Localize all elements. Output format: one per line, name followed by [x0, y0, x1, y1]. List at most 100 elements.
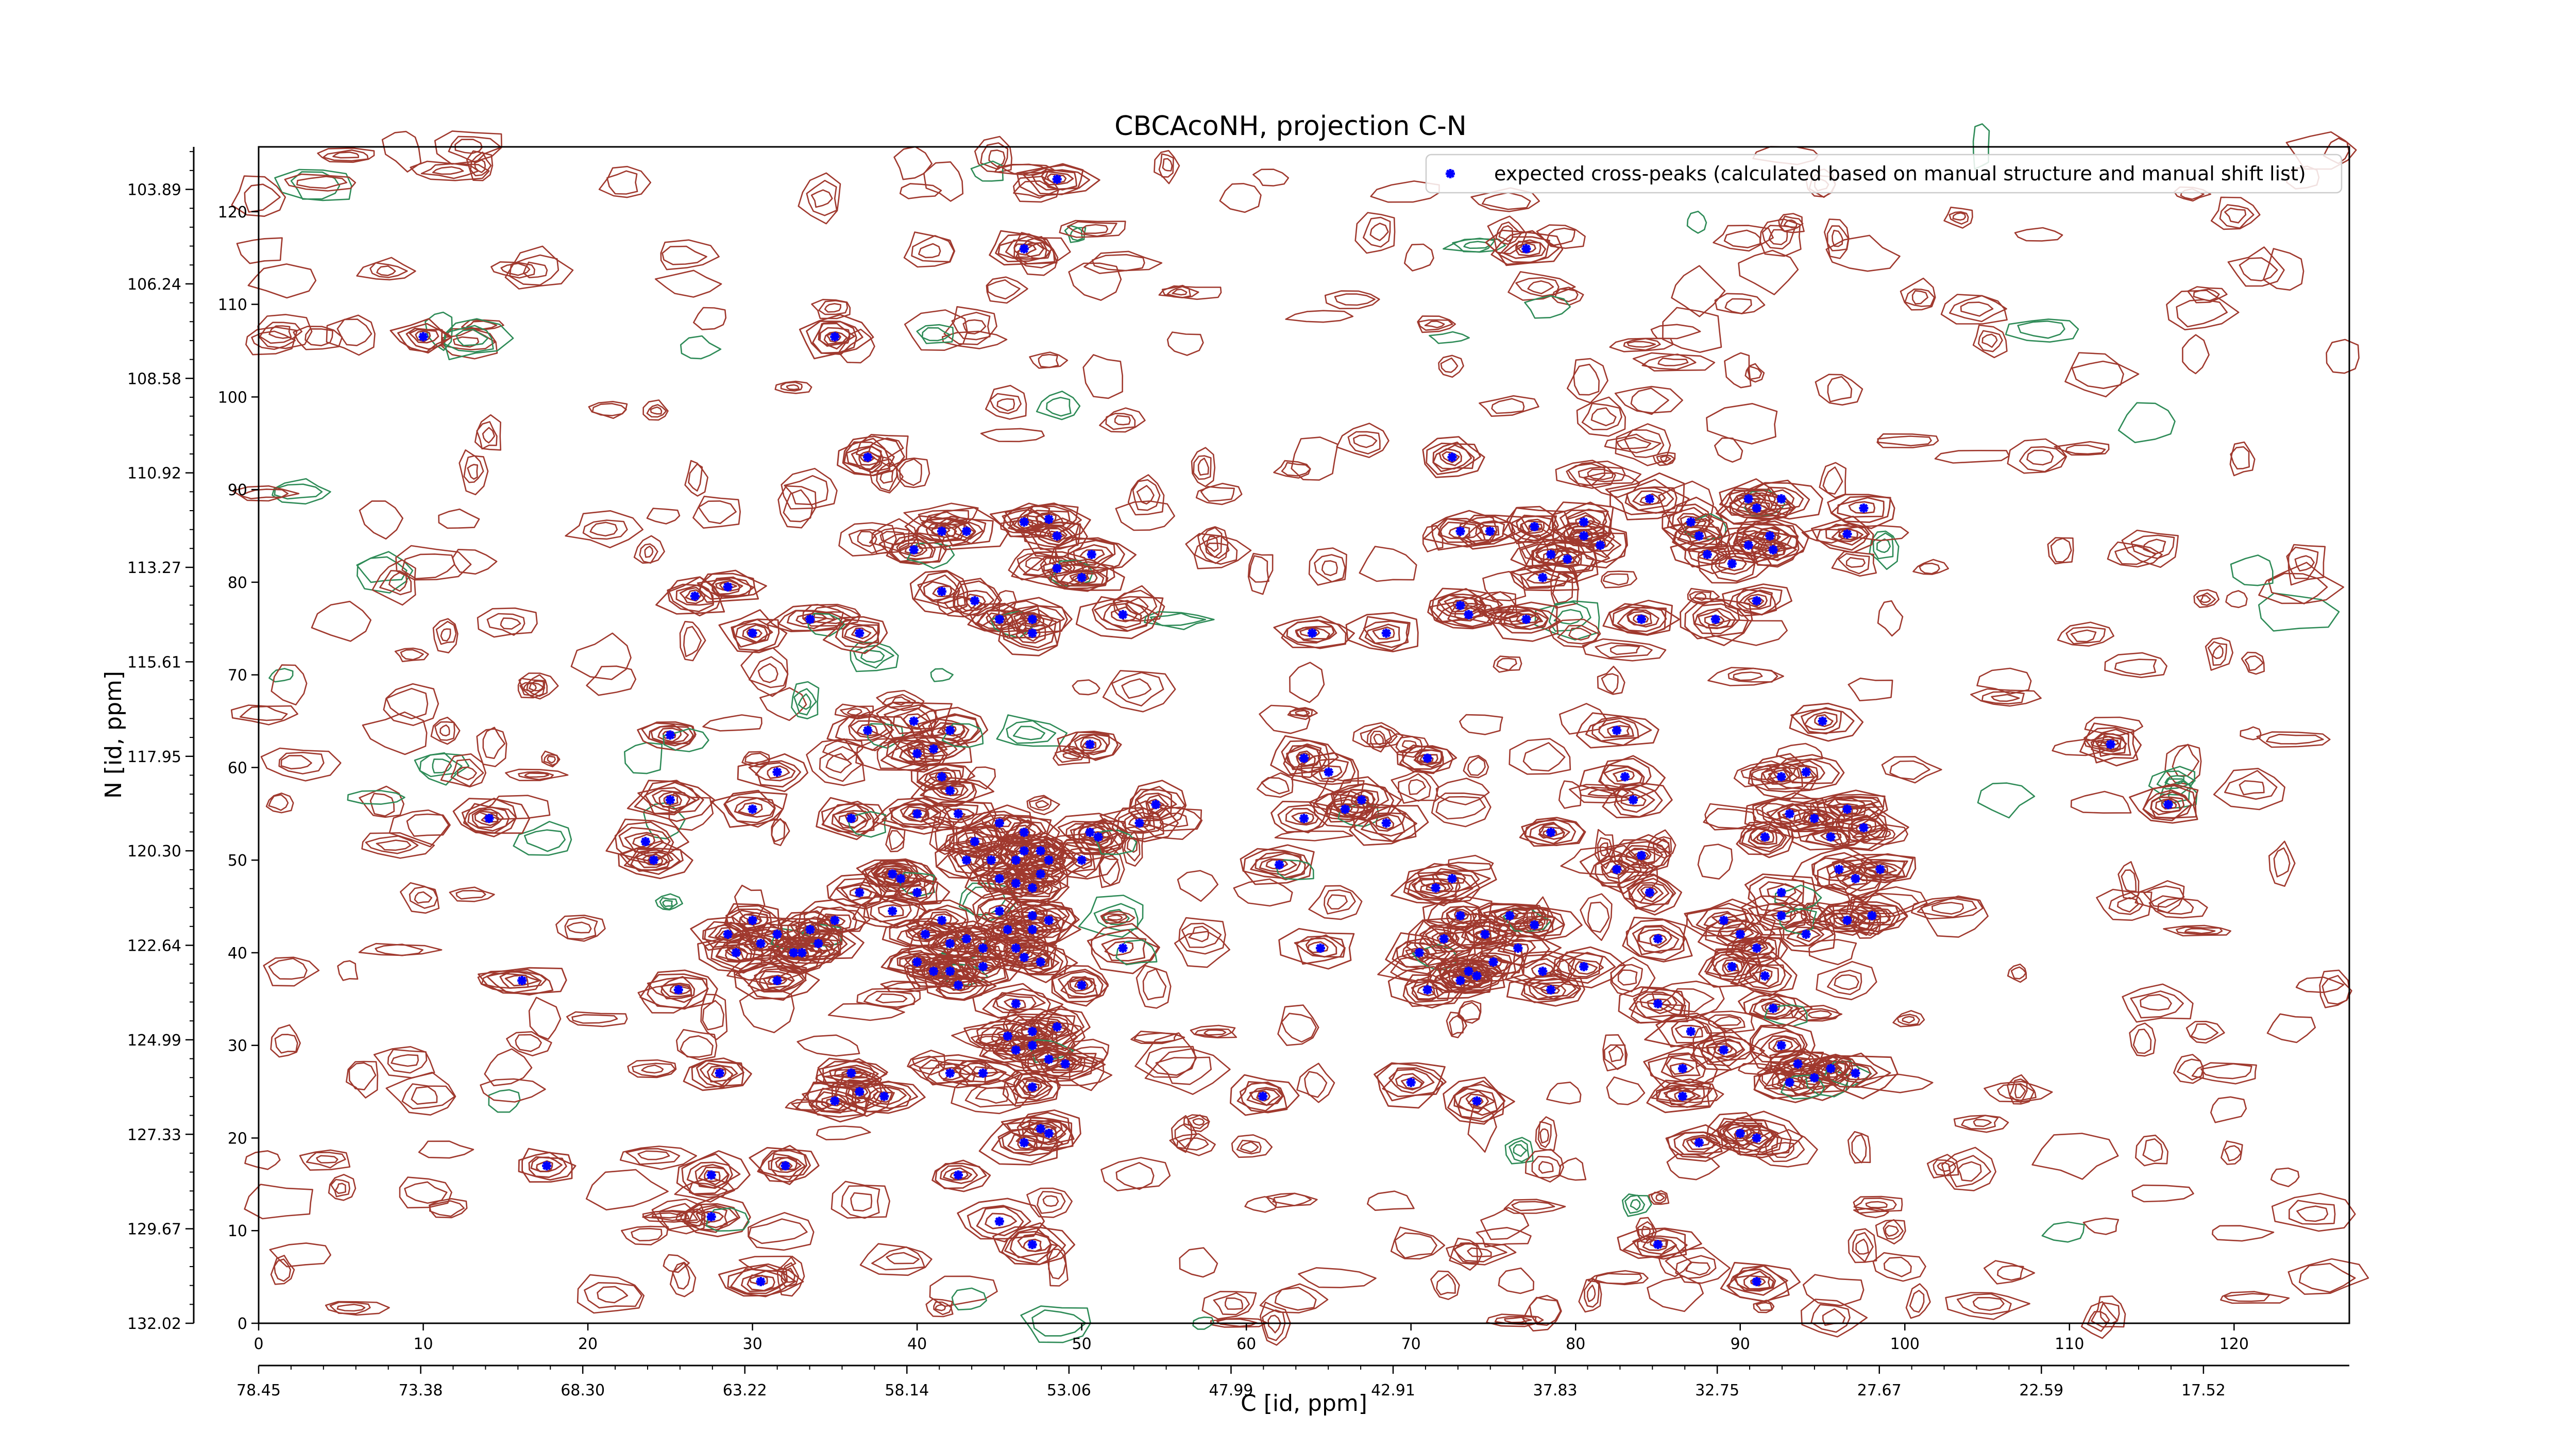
noise-contour [1179, 1247, 1218, 1278]
noise-contour [625, 1148, 681, 1165]
peak-marker [797, 948, 807, 957]
noise-contour [356, 556, 408, 583]
noise-contour [1595, 642, 1653, 659]
peak-contour [1027, 521, 1080, 550]
noise-contour [474, 414, 501, 451]
peak-contour [1023, 843, 1076, 875]
x-ppm-tick-label: 17.52 [2181, 1381, 2226, 1400]
peak-marker [1019, 517, 1029, 527]
noise-contour [929, 1275, 998, 1307]
noise-contour [432, 166, 464, 175]
noise-contour [2173, 1054, 2204, 1084]
noise-contour [1181, 922, 1222, 948]
peak-marker [1019, 952, 1029, 962]
peak-marker [1702, 549, 1712, 559]
noise-contour [1892, 1010, 1925, 1027]
peak-contour [746, 628, 762, 638]
marker-arm-d2 [1522, 615, 1531, 624]
peak-contour [1045, 1058, 1083, 1071]
noise-contour [245, 326, 298, 356]
peak-marker [1464, 610, 1473, 619]
noise-contour [1020, 1305, 1091, 1343]
noise-contour [240, 488, 289, 499]
noise-contour [1587, 468, 1614, 480]
noise-contour [1498, 1267, 1534, 1294]
marker-arm-d2 [2164, 800, 2173, 809]
marker-arm-d2 [1431, 883, 1440, 892]
peak-contour [787, 610, 836, 630]
peak-contour [1081, 825, 1111, 846]
marker-arm-d2 [1472, 1097, 1481, 1105]
noise-contour [280, 755, 312, 770]
noise-contour [1609, 338, 1674, 352]
peak-contour [1768, 769, 1791, 783]
marker-arm-d2 [1859, 823, 1868, 832]
peak-contour [1629, 987, 1686, 1023]
peak-marker [846, 1068, 856, 1078]
noise-contour [663, 1254, 690, 1273]
peak-contour [985, 597, 1073, 639]
peak-marker [665, 795, 675, 805]
peak-contour [1579, 845, 1655, 895]
peak-marker [1052, 1022, 1062, 1032]
noise-contour [1685, 1261, 1711, 1276]
peak-contour [817, 906, 857, 933]
noise-contour [774, 380, 812, 394]
noise-contour [1815, 374, 1863, 406]
peak-contour [1447, 604, 1494, 628]
noise-contour [1015, 236, 1056, 265]
peak-marker [781, 1161, 790, 1171]
peak-contour [1556, 952, 1604, 979]
noise-contour [1606, 1076, 1646, 1105]
peak-marker [1381, 628, 1391, 638]
peak-contour [1069, 572, 1098, 584]
peak-contour [921, 964, 947, 979]
marker-arm-d2 [1645, 888, 1654, 897]
marker-arm-d2 [1299, 814, 1309, 823]
noise-contour [1586, 1285, 1596, 1302]
x-index-tick-label: 120 [2219, 1335, 2249, 1353]
noise-contour [1038, 353, 1059, 368]
peak-contour [1300, 752, 1356, 785]
noise-contour [270, 1255, 295, 1285]
peak-marker [418, 332, 428, 342]
peak-contour [1743, 941, 1769, 955]
marker-arm-d2 [1637, 615, 1646, 624]
peak-contour [1715, 552, 1756, 575]
noise-contour [2121, 869, 2137, 892]
noise-contour [2122, 983, 2194, 1023]
noise-contour [1896, 1014, 1920, 1026]
noise-contour [506, 1031, 552, 1056]
peak-contour [1104, 941, 1134, 956]
marker-arm-d2 [1135, 819, 1144, 828]
peak-marker [1579, 517, 1589, 527]
peak-marker [1019, 846, 1029, 856]
peak-contour [681, 1153, 733, 1195]
peak-contour [1803, 814, 1827, 824]
peak-contour [1625, 919, 1687, 961]
marker-arm-d2 [1011, 943, 1021, 953]
noise-contour [1449, 1237, 1483, 1271]
y-ppm-tick-label: 115.61 [127, 653, 181, 671]
marker-arm-d2 [1011, 879, 1021, 888]
peak-marker [1472, 971, 1482, 981]
peak-contour [1705, 1118, 1770, 1150]
noise-contour [336, 1304, 366, 1312]
noise-contour [1515, 277, 1560, 297]
peak-contour [1388, 1069, 1435, 1094]
noise-contour [1289, 662, 1325, 703]
marker-arm-d2 [888, 869, 897, 879]
peak-contour [1789, 702, 1864, 742]
peak-contour [1706, 1039, 1744, 1058]
noise-contour [1359, 546, 1417, 582]
noise-contour [274, 169, 352, 201]
noise-contour [522, 261, 548, 278]
noise-contour [1281, 462, 1311, 477]
marker-arm-d2 [1028, 1041, 1037, 1050]
peak-contour [872, 797, 966, 835]
peak-contour [927, 1063, 971, 1084]
noise-contour [923, 161, 964, 202]
peak-contour [1848, 816, 1884, 838]
peak-contour [1075, 596, 1164, 639]
noise-contour [474, 159, 486, 173]
